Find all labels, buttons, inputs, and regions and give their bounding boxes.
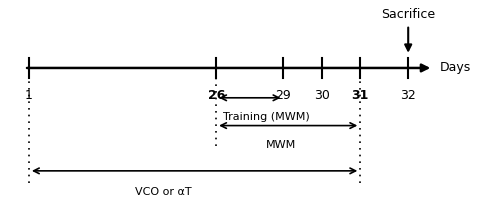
Text: 26: 26 bbox=[208, 89, 225, 102]
Text: Sacrifice: Sacrifice bbox=[381, 8, 436, 21]
Text: 1: 1 bbox=[25, 89, 33, 102]
Text: 29: 29 bbox=[276, 89, 291, 102]
Text: VCO or αT: VCO or αT bbox=[135, 187, 192, 197]
Text: 32: 32 bbox=[400, 89, 416, 102]
Text: 30: 30 bbox=[314, 89, 330, 102]
Text: 31: 31 bbox=[352, 89, 369, 102]
Text: Days: Days bbox=[440, 62, 470, 75]
Text: Training (MWM): Training (MWM) bbox=[224, 112, 310, 122]
Text: MWM: MWM bbox=[266, 140, 296, 150]
